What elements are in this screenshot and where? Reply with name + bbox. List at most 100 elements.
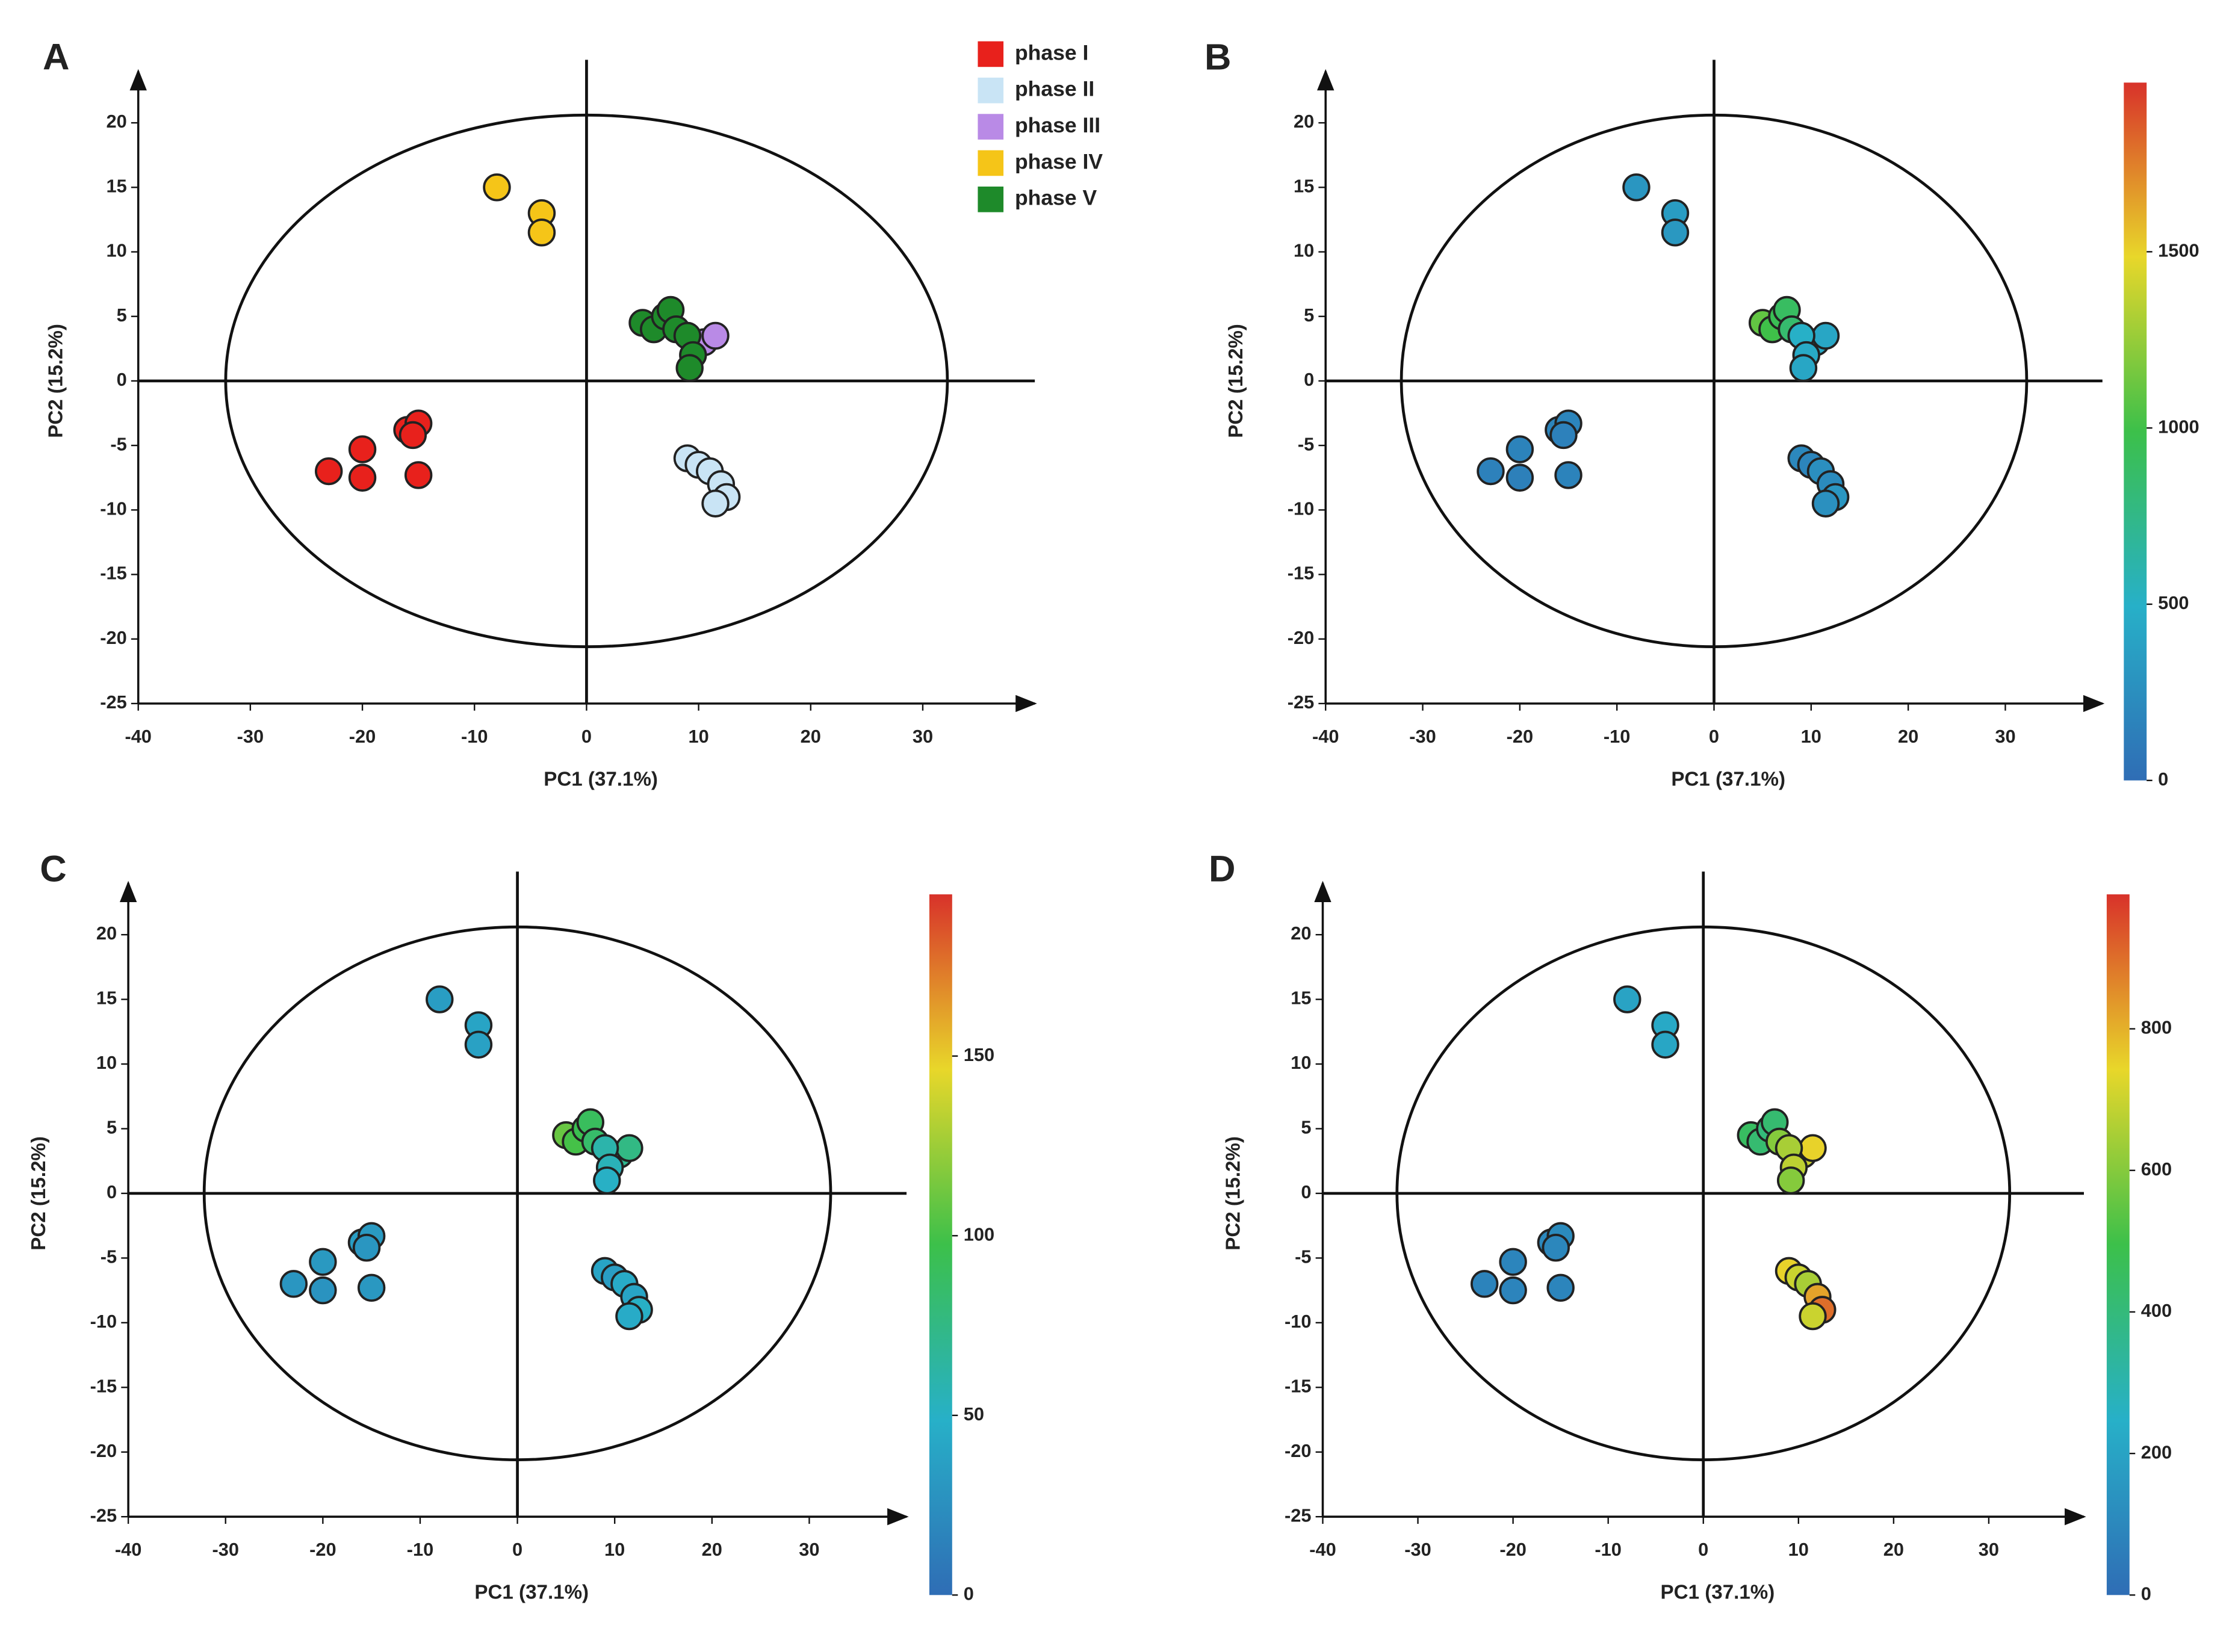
point xyxy=(1505,463,1534,492)
y-tick-label: -25 xyxy=(100,691,126,713)
x-tick-label: 0 xyxy=(1698,1539,1708,1560)
y-tick-label: 20 xyxy=(1291,923,1311,944)
y-tick-label: 5 xyxy=(107,1117,117,1138)
y-tick-label: 15 xyxy=(1294,175,1314,196)
colorbar xyxy=(2106,894,2130,1595)
colorbar-tick-label: 1500 xyxy=(2158,240,2199,261)
legend-label: phase III xyxy=(1015,113,1100,137)
y-tick-label: 20 xyxy=(96,923,117,944)
point xyxy=(309,1276,337,1305)
point xyxy=(279,1270,308,1298)
point xyxy=(1542,1233,1570,1262)
colorbar-tick-label: 100 xyxy=(964,1224,994,1245)
colorbar-tick-label: 50 xyxy=(964,1403,984,1425)
y-tick-label: -25 xyxy=(1285,1505,1311,1526)
x-tick-label: 10 xyxy=(688,726,708,747)
legend-swatch xyxy=(978,114,1004,140)
point xyxy=(1811,489,1840,518)
x-tick-label: -10 xyxy=(1604,726,1630,747)
point xyxy=(1499,1276,1527,1305)
confidence-ellipse xyxy=(1395,925,2012,1462)
legend-swatch xyxy=(978,77,1004,104)
legend-swatch xyxy=(978,41,1004,67)
colorbar-tick-label: 150 xyxy=(964,1044,994,1065)
x-tick-label: 10 xyxy=(1788,1539,1809,1560)
y-tick-label: 20 xyxy=(1294,111,1314,132)
point xyxy=(464,1030,493,1059)
x-axis-label: PC1 (37.1%) xyxy=(474,1582,589,1604)
y-tick-label: 0 xyxy=(117,369,127,390)
y-tick-label: -5 xyxy=(101,1246,117,1267)
y-tick-label: 0 xyxy=(1304,369,1314,390)
point xyxy=(1613,985,1641,1013)
legend-label: phase IV xyxy=(1015,149,1103,173)
y-tick-label: -10 xyxy=(1285,1311,1311,1332)
panel-label: B xyxy=(1204,37,1231,78)
y-tick-label: 10 xyxy=(107,240,127,261)
x-axis-label: PC1 (37.1%) xyxy=(544,769,658,791)
x-tick-label: 30 xyxy=(1995,726,2015,747)
panel-label: D xyxy=(1209,848,1235,889)
point xyxy=(404,461,433,489)
y-tick-label: 0 xyxy=(1301,1181,1311,1202)
y-tick-label: -10 xyxy=(1288,498,1314,519)
colorbar-tick-label: 800 xyxy=(2141,1017,2172,1038)
y-tick-label: -5 xyxy=(110,433,126,454)
y-tick-label: -5 xyxy=(1295,1246,1311,1267)
confidence-ellipse xyxy=(1400,113,2029,649)
x-tick-label: -30 xyxy=(1404,1539,1431,1560)
x-tick-label: -30 xyxy=(237,726,264,747)
point xyxy=(701,321,730,350)
x-tick-label: 0 xyxy=(1709,726,1719,747)
y-tick-label: -25 xyxy=(90,1505,117,1526)
y-tick-label: -20 xyxy=(1288,627,1314,648)
point xyxy=(1505,435,1534,463)
point xyxy=(1799,1134,1827,1162)
y-tick-label: -20 xyxy=(90,1440,117,1461)
colorbar-tick-label: 0 xyxy=(2141,1583,2151,1604)
point xyxy=(1549,421,1578,450)
point xyxy=(357,1273,386,1302)
legend-label: phase II xyxy=(1015,77,1094,101)
x-tick-label: -40 xyxy=(1312,726,1339,747)
colorbar-tick-label: 600 xyxy=(2141,1159,2172,1180)
x-tick-label: -40 xyxy=(125,726,151,747)
point xyxy=(1546,1273,1575,1302)
point xyxy=(352,1233,381,1262)
y-tick-label: 10 xyxy=(1294,240,1314,261)
x-tick-label: -10 xyxy=(461,726,488,747)
x-tick-label: 10 xyxy=(1801,726,1821,747)
y-tick-label: -15 xyxy=(100,563,126,584)
y-axis-label: PC2 (15.2%) xyxy=(1225,324,1247,438)
x-tick-label: -30 xyxy=(1409,726,1436,747)
y-axis-label: PC2 (15.2%) xyxy=(1222,1136,1244,1251)
colorbar-tick-label: 500 xyxy=(2158,592,2189,613)
point xyxy=(426,985,454,1013)
point xyxy=(1799,1302,1827,1331)
legend-label: phase I xyxy=(1015,40,1088,64)
x-axis-label: PC1 (37.1%) xyxy=(1661,1582,1775,1604)
y-tick-label: -15 xyxy=(90,1375,117,1396)
point xyxy=(593,1166,621,1195)
x-tick-label: -20 xyxy=(309,1539,336,1560)
y-tick-label: 10 xyxy=(96,1052,117,1073)
x-tick-label: 20 xyxy=(801,726,821,747)
point xyxy=(1651,1030,1679,1059)
colorbar-tick-label: 400 xyxy=(2141,1300,2172,1321)
x-tick-label: -40 xyxy=(1309,1539,1336,1560)
y-tick-label: -10 xyxy=(90,1311,117,1332)
y-tick-label: 20 xyxy=(107,111,127,132)
panel-label: A xyxy=(43,37,69,78)
x-tick-label: 0 xyxy=(512,1539,522,1560)
point xyxy=(1811,321,1840,350)
panel-label: C xyxy=(40,848,66,889)
y-tick-label: -20 xyxy=(1285,1440,1311,1461)
colorbar xyxy=(929,894,952,1595)
point xyxy=(314,457,343,486)
x-tick-label: 30 xyxy=(913,726,933,747)
y-tick-label: 15 xyxy=(96,988,117,1009)
x-tick-label: -10 xyxy=(407,1539,433,1560)
legend-label: phase V xyxy=(1015,186,1097,210)
